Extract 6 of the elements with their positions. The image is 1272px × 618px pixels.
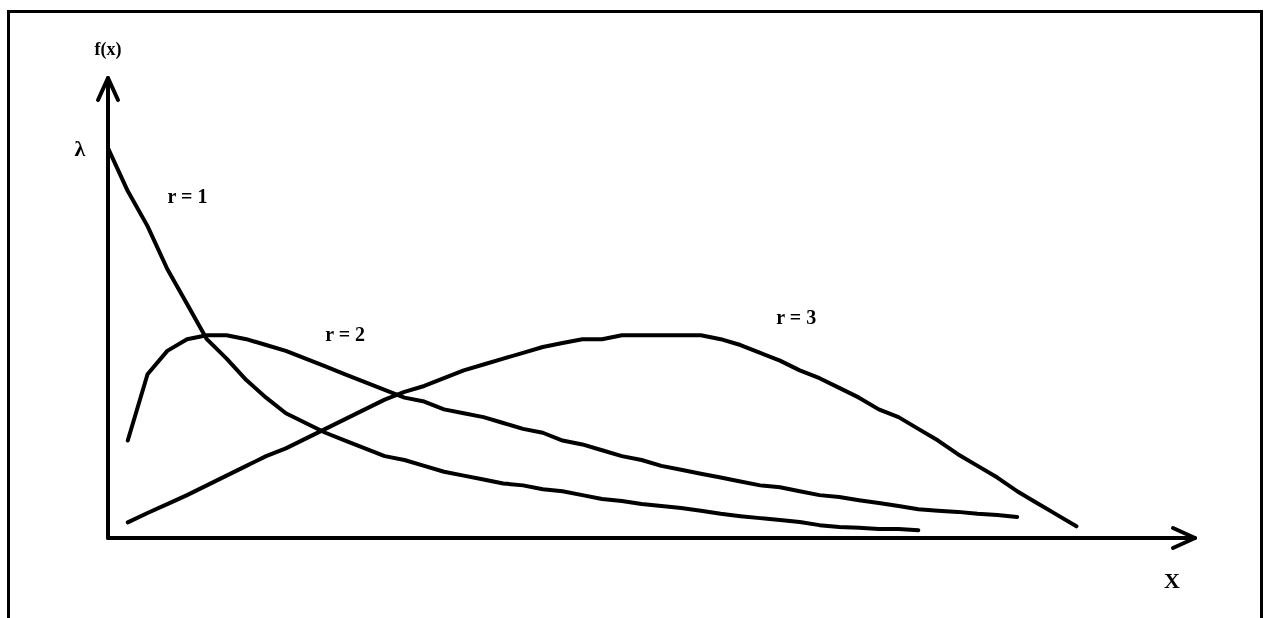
series-label: r = 1 [167, 185, 208, 208]
series-label: r = 3 [776, 305, 817, 328]
text: λ [74, 135, 86, 161]
series-label: r = 2 [325, 323, 366, 346]
x-axis-title: X [1164, 567, 1181, 593]
y-axis-title: f(x) [94, 39, 122, 60]
